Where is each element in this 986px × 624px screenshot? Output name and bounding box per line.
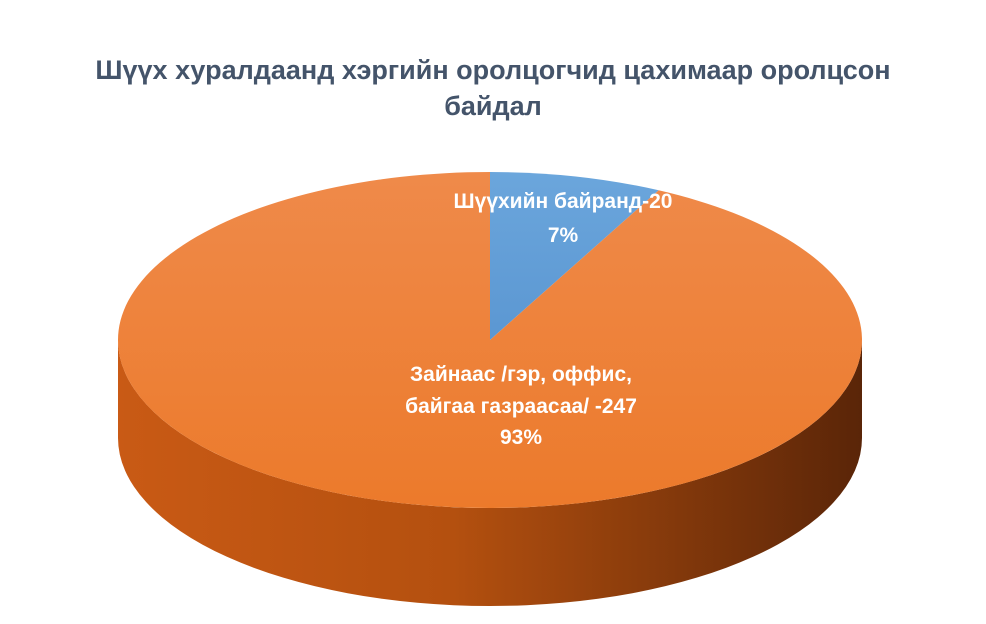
pie-side-wall [118, 340, 862, 606]
slice-1-label-line-1: Шүүхийн байранд-20 [454, 190, 673, 213]
chart-title: Шүүх хуралдаанд хэргийн оролцогчид цахим… [0, 52, 986, 124]
chart-title-line-1: Шүүх хуралдаанд хэргийн оролцогчид цахим… [95, 55, 891, 85]
pie-slice-1 [490, 172, 659, 340]
slice-1-label-line-2: 7% [548, 224, 579, 247]
chart-title-line-2: байдал [444, 91, 542, 121]
slice-2-label-line-2: байгаа газраасаа/ -247 [405, 395, 637, 418]
pie-slice-2 [118, 172, 863, 508]
slice-2-label-line-1: Зайнаас /гэр, оффис, [410, 363, 632, 386]
slice-2-label-line-3: 93% [500, 426, 542, 449]
